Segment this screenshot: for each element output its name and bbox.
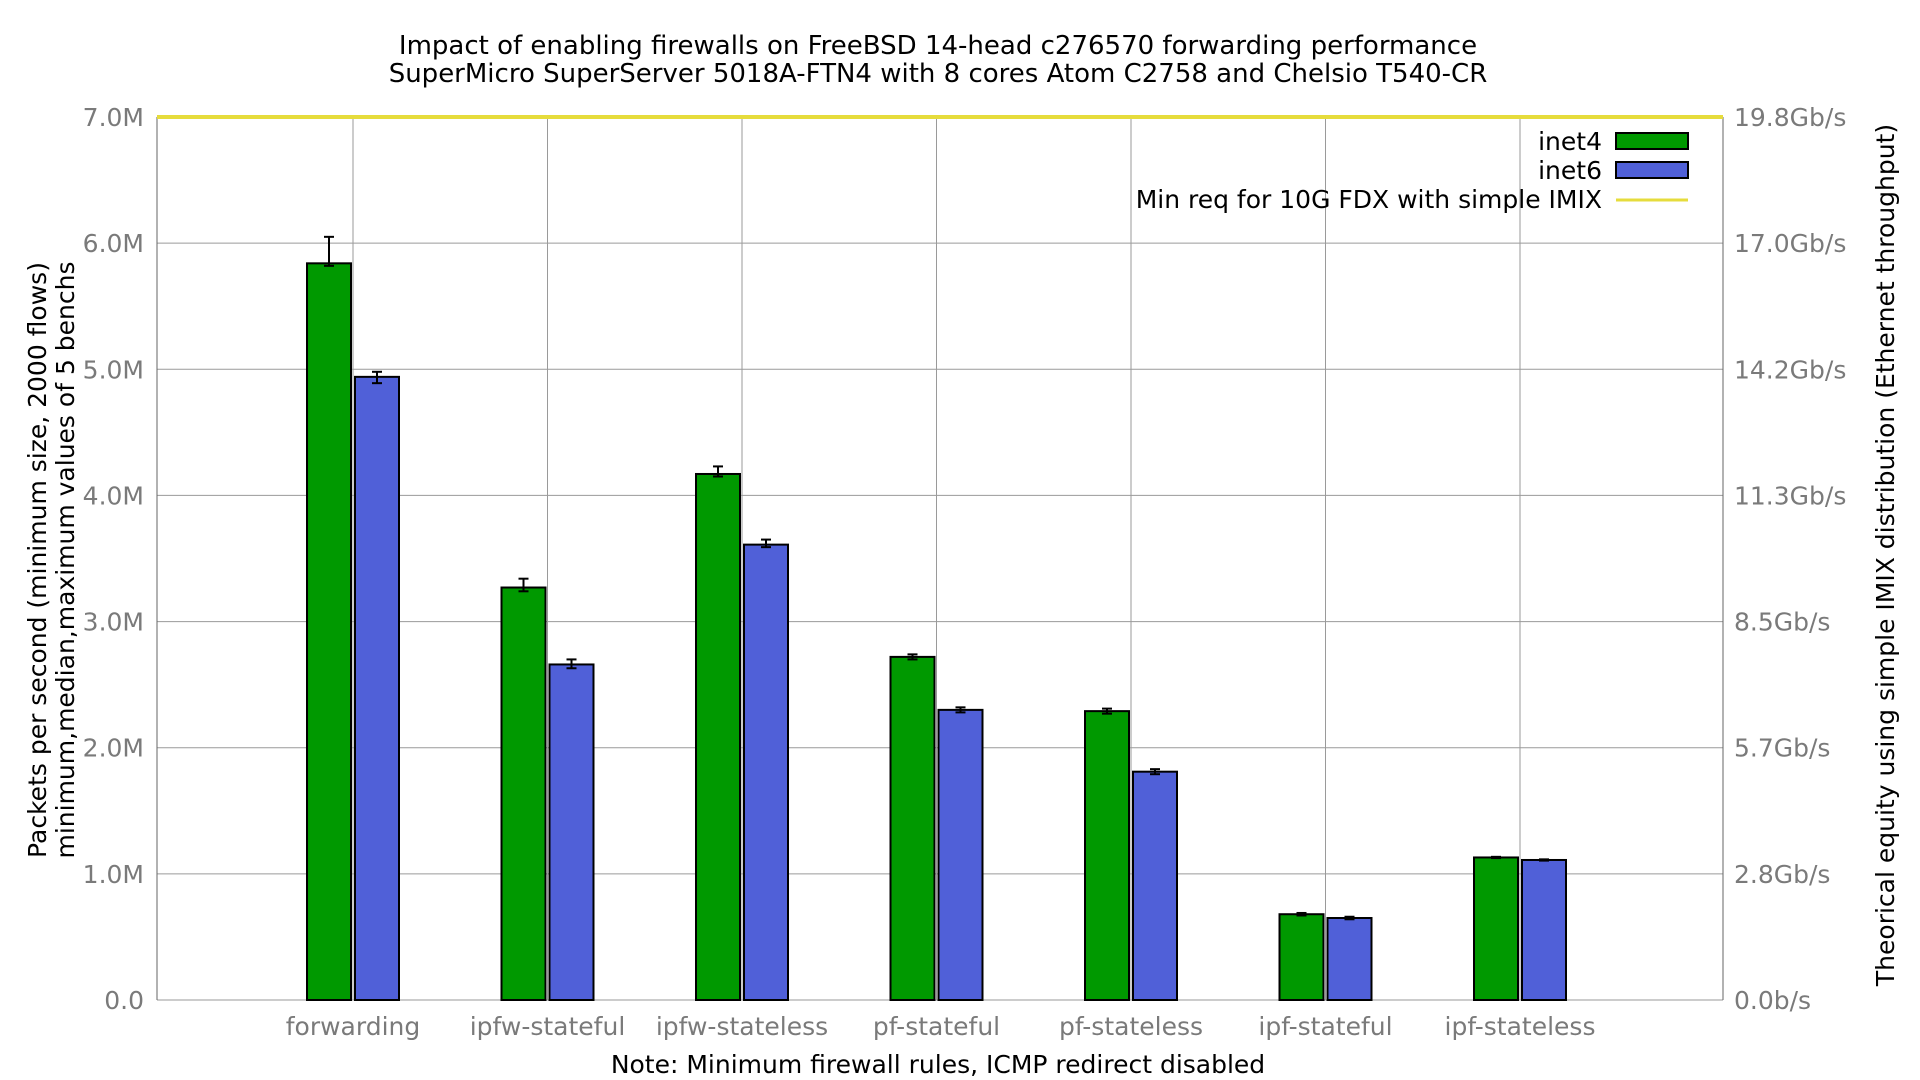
bar-inet4 (1473, 856, 1519, 1001)
y-tick-label: 4.0M (83, 481, 144, 510)
y2-tick-label: 19.8Gb/s (1734, 103, 1846, 132)
bar-inet6 (937, 708, 984, 1001)
legend-swatch-inet6 (1615, 161, 1689, 179)
bar-inet4 (1278, 913, 1325, 1001)
x-tick-label: ipf-stateless (1445, 1012, 1596, 1041)
legend-label-reference: Min req for 10G FDX with simple IMIX (1136, 185, 1602, 214)
bar-inet6 (1326, 917, 1373, 1001)
bar-inet6 (1132, 770, 1178, 1002)
y-tick-label: 6.0M (83, 229, 144, 258)
x-tick-label: pf-stateful (873, 1012, 1000, 1041)
y-tick-label: 3.0M (83, 608, 144, 637)
y-tick-label: 7.0M (83, 103, 144, 132)
y2-tick-label: 11.3Gb/s (1734, 481, 1846, 510)
y-axis-label-secondary: minimum,median,maximum values of 5 bench… (51, 261, 80, 858)
y-tick-label: 2.0M (83, 734, 144, 763)
chart-subtitle: SuperMicro SuperServer 5018A-FTN4 with 8… (389, 59, 1488, 89)
y2-tick-label: 0.0b/s (1734, 986, 1811, 1015)
y2-tick-label: 17.0Gb/s (1734, 229, 1846, 258)
y2-tick-label: 5.7Gb/s (1734, 734, 1830, 763)
y2-tick-label: 8.5Gb/s (1734, 608, 1830, 637)
x-tick-label: ipfw-stateful (470, 1012, 626, 1041)
bar-inet6 (1521, 858, 1567, 1002)
bar-inet6 (354, 375, 400, 1001)
bar-inet6 (548, 663, 595, 1002)
bar-inet4 (306, 262, 352, 1001)
x-tick-label: forwarding (286, 1012, 421, 1041)
legend: inet4 inet6 Min req for 10G FDX with sim… (1136, 127, 1689, 214)
y2-tick-label: 14.2Gb/s (1734, 355, 1846, 384)
y2-axis-label: Theorical equity using simple IMIX distr… (1871, 124, 1900, 987)
y2-axis-ticks: 0.0b/s 2.8Gb/s 5.7Gb/s 8.5Gb/s 11.3Gb/s 14.2G… (1734, 103, 1846, 1015)
bar-inet6 (743, 543, 789, 1001)
y-tick-label: 5.0M (83, 355, 144, 384)
grid (156, 116, 1724, 1001)
y-tick-label: 0.0 (104, 986, 144, 1015)
bars (306, 235, 1567, 1002)
bar-inet4 (500, 586, 547, 1002)
x-axis-ticks: forwarding ipfw-stateful ipfw-stateless pf-… (286, 1012, 1596, 1041)
x-tick-label: pf-stateless (1059, 1012, 1203, 1041)
y-tick-label: 1.0M (83, 860, 144, 889)
chart-title: Impact of enabling firewalls on FreeBSD … (399, 31, 1477, 61)
bar-inet4 (1084, 710, 1130, 1002)
bar-inet4 (889, 655, 936, 1001)
legend-label-inet4: inet4 (1538, 127, 1602, 156)
x-axis-label: Note: Minimum firewall rules, ICMP redir… (611, 1050, 1265, 1079)
y-axis-label: Packets per second (minimum size, 2000 f… (23, 262, 52, 858)
legend-label-inet6: inet6 (1538, 156, 1602, 185)
y2-tick-label: 2.8Gb/s (1734, 860, 1830, 889)
legend-swatch-inet4 (1615, 132, 1689, 150)
y-axis-ticks: 0.0 1.0M 2.0M 3.0M 4.0M 5.0M 6.0M 7.0M (83, 103, 144, 1015)
x-tick-label: ipf-stateful (1258, 1012, 1392, 1041)
bar-inet4 (695, 472, 741, 1001)
x-tick-label: ipfw-stateless (656, 1012, 828, 1041)
